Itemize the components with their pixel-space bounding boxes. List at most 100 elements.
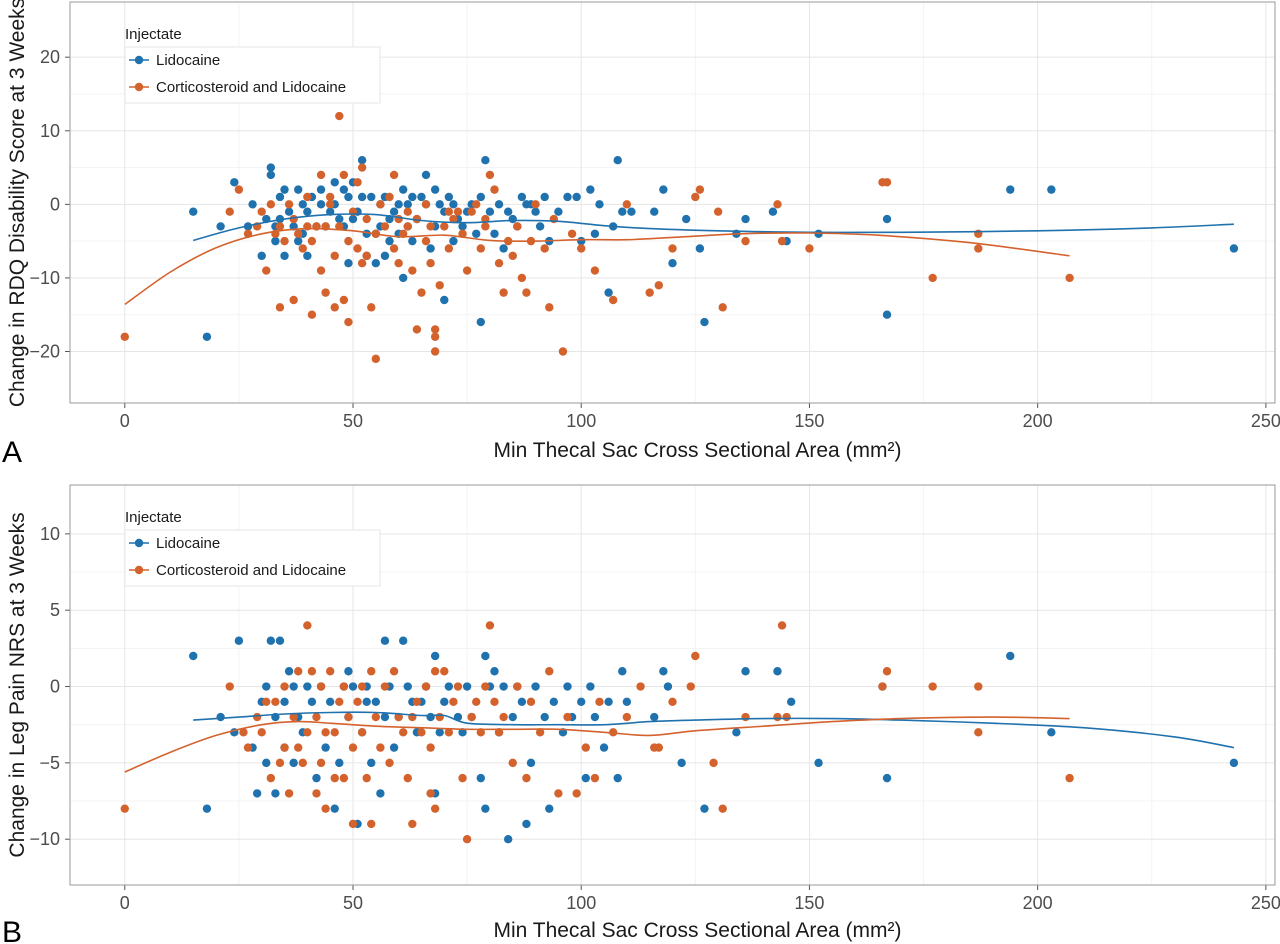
lidocaine-point [499,244,508,253]
lidocaine-point [444,682,454,691]
lidocaine-point [380,636,390,645]
lidocaine-point [499,682,508,691]
lidocaine-point [280,697,289,706]
lidocaine-point [476,317,485,327]
lidocaine-point [526,758,536,768]
lidocaine-point [389,743,399,752]
lidocaine-point [339,185,349,194]
combo-point [531,200,540,209]
combo-point [472,697,481,706]
combo-point [330,728,339,737]
combo-point [280,236,289,246]
combo-point [513,222,522,231]
lidocaine-point [549,697,559,706]
combo-point [709,758,718,768]
combo-point [394,214,403,224]
combo-point [243,743,253,752]
panel-b: 0 50 100 150 200 250 −10 −5 0 5 10 Injectate Lidocai… [2,484,1280,944]
lidocaine-point [1229,758,1239,768]
lidocaine-point [316,200,326,209]
lidocaine-point [481,804,490,813]
lidocaine-point [216,712,225,722]
combo-point [522,288,531,297]
y-tick-label: 0 [50,194,60,214]
combo-point [622,712,632,722]
lidocaine-point [586,682,595,691]
x-tick-label: 150 [794,411,824,431]
lidocaine-point [312,773,321,783]
lidocaine-point [668,259,677,268]
combo-point [335,111,344,121]
combo-point [280,743,289,752]
combo-point [376,743,385,752]
lidocaine-point [408,192,417,202]
lidocaine-point [330,178,339,187]
combo-point [773,200,782,209]
lidocaine-point [677,758,686,768]
lidocaine-point [494,200,504,209]
lidocaine-point [430,185,440,194]
lidocaine-point [371,259,381,268]
combo-point [476,244,485,253]
combo-point [481,682,490,691]
lidocaine-point [303,251,312,261]
lidocaine-point [476,192,485,202]
lidocaine-point [545,804,554,813]
legend-marker-combo [134,82,144,92]
lidocaine-point [307,697,317,706]
combo-point [522,773,531,783]
combo-smooth-line [124,227,1070,306]
lidocaine-point [508,214,517,224]
combo-point [517,273,527,283]
plot-border [69,1,1276,404]
x-tick-label: 150 [794,893,824,913]
combo-point [636,682,645,691]
y-tick-label: 5 [50,600,60,620]
combo-point [462,834,472,844]
combo-point [444,207,454,216]
combo-point [513,682,522,691]
combo-point [339,682,349,691]
lidocaine-point [604,288,613,297]
combo-point [417,728,426,737]
combo-point [577,244,586,253]
lidocaine-point [303,682,312,691]
lidocaine-point [426,712,435,722]
legend-marker-lidocaine [134,55,144,65]
combo-point [1065,273,1074,283]
combo-point [435,712,444,722]
combo-point [353,178,362,187]
lidocaine-point [325,697,335,706]
combo-point [974,728,983,737]
lidocaine-point [458,222,467,231]
combo-point [394,712,403,722]
combo-point [275,758,285,768]
lidocaine-point [399,273,408,283]
combo-point [686,682,695,691]
combo-point [449,214,458,224]
combo-point [403,207,412,216]
combo-point [878,682,887,691]
lidocaine-point [490,667,499,676]
lidocaine-point [503,207,513,216]
combo-point [389,244,399,253]
lidocaine-point [262,758,271,768]
combo-point [385,192,394,202]
combo-point [353,697,362,706]
lidocaine-point [399,185,408,194]
lidocaine-point [389,207,399,216]
lidocaine-point [376,789,385,798]
lidocaine-point [540,192,549,202]
combo-point [490,697,499,706]
lidocaine-point [681,214,691,224]
combo-point [718,804,727,813]
lidocaine-point [335,758,344,768]
legend-label: Corticosteroid and Lidocaine [156,562,346,579]
lidocaine-point [882,310,892,319]
lidocaine-point [362,697,371,706]
combo-point [572,789,581,798]
lidocaine-point [613,155,622,165]
lidocaine-point [294,185,303,194]
combo-point [257,728,266,737]
combo-point [294,667,303,676]
